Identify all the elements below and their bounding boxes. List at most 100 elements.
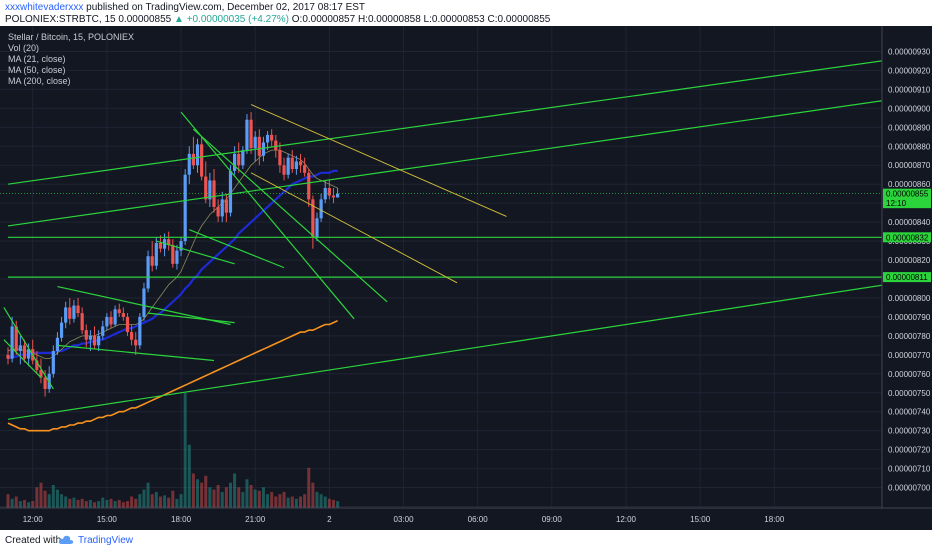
ohlc-values: O:0.00000857 H:0.00000858 L:0.00000853 C… (291, 14, 551, 25)
price-tick-label: 0.00000840 (888, 218, 931, 227)
volume-bar (311, 482, 315, 508)
price-tick-label: 0.00000760 (888, 370, 931, 379)
price-tick-label: 0.00000880 (888, 142, 931, 151)
volume-bar (303, 494, 307, 508)
volume-bar (261, 487, 265, 508)
price-tick-label: 0.00000900 (888, 104, 931, 113)
trend-line[interactable] (156, 240, 235, 265)
volume-bar (249, 485, 253, 508)
candle-body (117, 309, 121, 314)
volume-bar (22, 499, 26, 508)
candle-body (228, 170, 233, 213)
candle-body (68, 307, 72, 319)
candle-body (278, 150, 282, 166)
moving-averages (7, 149, 338, 432)
volume-bar (138, 494, 142, 508)
trend-line[interactable] (250, 172, 458, 284)
trend-line[interactable] (57, 344, 215, 362)
volume-bar (167, 497, 171, 508)
volume-bar (109, 498, 113, 508)
candle-body (59, 322, 64, 338)
trend-lines[interactable] (3, 53, 932, 420)
symbol-name: POLONIEX:STRBTC, 15 (5, 14, 116, 25)
candle-body (105, 316, 109, 327)
volume-bar (315, 491, 319, 508)
candle-body (171, 244, 175, 264)
volume-bar (233, 473, 237, 508)
price-axis[interactable] (882, 26, 932, 508)
volume-bar (14, 496, 18, 508)
time-tick-label: 06:00 (468, 515, 489, 524)
price-tick-label: 0.00000700 (888, 484, 931, 493)
time-tick-label: 15:00 (97, 515, 118, 524)
candle-body (216, 206, 220, 217)
trend-line[interactable] (193, 128, 388, 303)
trend-line[interactable] (250, 104, 507, 217)
price-tag-box (883, 272, 931, 283)
ma200-line (7, 319, 338, 432)
candle-body (76, 305, 80, 314)
price-tick-label: 0.00000860 (888, 180, 931, 189)
candle-body (307, 172, 311, 200)
price-tick-label: 0.00000770 (888, 351, 931, 360)
candle-body (43, 377, 47, 389)
author-link[interactable]: xxxwhitevaderxxx (5, 2, 84, 13)
candle-body (257, 136, 261, 156)
candle-body (241, 150, 245, 166)
trend-line[interactable] (7, 276, 932, 420)
time-tick-label: 18:00 (764, 515, 785, 524)
candle-body (55, 337, 60, 352)
trend-line[interactable] (148, 312, 235, 324)
tradingview-brand[interactable]: TradingView (78, 535, 134, 546)
time-tick-label: 12:00 (23, 515, 44, 524)
volume-bar (39, 482, 43, 508)
candle-body (88, 335, 92, 340)
price-tick-label: 0.00000720 (888, 446, 931, 455)
candle-body (39, 370, 43, 378)
candle-body (261, 142, 266, 156)
volume-bar (55, 489, 59, 508)
candle-body (195, 144, 200, 166)
volume-bar (47, 494, 51, 508)
trend-line[interactable] (189, 229, 285, 269)
volume-bar (27, 502, 31, 508)
trend-line[interactable] (57, 285, 231, 326)
candle-body (158, 242, 163, 249)
price-tag-text: 0.00000855 (886, 190, 929, 199)
volume-bar (60, 494, 64, 508)
last-price: 0.00000855 (118, 14, 172, 25)
volume-bar (307, 467, 311, 508)
chart-legend: Stellar / Bitcoin, 15, POLONIEX Vol (20)… (8, 32, 134, 86)
candle-body (237, 153, 241, 166)
candle-body (125, 316, 130, 333)
price-tick-label: 0.00000750 (888, 389, 931, 398)
candle-body (22, 345, 27, 359)
volume-bar (270, 491, 274, 508)
volume-bar (101, 497, 105, 508)
candle-body (18, 345, 22, 352)
volume-bar (228, 482, 232, 508)
candle-body (331, 195, 336, 198)
candle-body (92, 335, 97, 346)
price-chart[interactable]: 0.00000930 0.00000920 0.00000910 0.00000900… (0, 26, 932, 530)
candle-body (274, 140, 278, 151)
candle-body (97, 335, 101, 346)
volume-bar (336, 501, 340, 508)
snapshot-footer: Created with TradingView (0, 530, 932, 550)
trend-line[interactable] (7, 93, 932, 227)
volume-bar (257, 490, 261, 508)
price-change: +0.00000035 (+4.27%) (186, 14, 289, 25)
trend-line[interactable] (180, 111, 355, 320)
candle-body (270, 134, 274, 141)
trend-line[interactable] (3, 307, 54, 390)
trend-line[interactable] (3, 339, 42, 379)
volume-bar (282, 491, 286, 508)
time-tick-label: 15:00 (690, 515, 711, 524)
trend-line[interactable] (7, 53, 932, 185)
price-tick-label: 0.00000930 (888, 47, 931, 56)
volume-bar (121, 502, 125, 508)
candle-body (175, 250, 179, 264)
time-tick-label: 03:00 (394, 515, 415, 524)
